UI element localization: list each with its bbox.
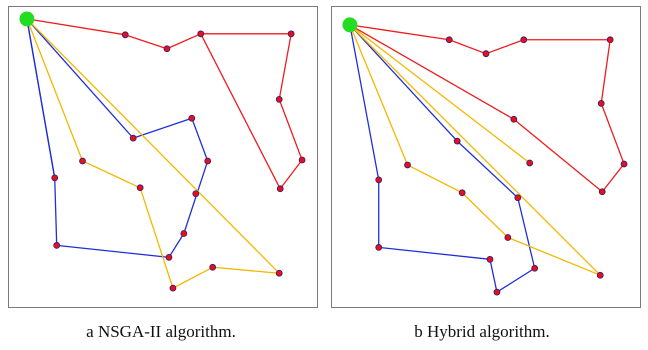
route-yellow-2	[26, 18, 280, 289]
customer-node	[404, 161, 411, 169]
customer-node	[165, 253, 173, 261]
route-plot-b-canvas	[342, 17, 628, 296]
customer-node	[375, 244, 383, 251]
route-blue-1	[349, 24, 536, 293]
customer-node	[204, 157, 212, 165]
customer-node	[79, 157, 86, 165]
customer-node	[169, 284, 177, 292]
customer-node	[136, 184, 144, 192]
route-blue-3	[26, 18, 56, 178]
customer-node	[482, 50, 490, 58]
customer-node	[192, 190, 200, 198]
customer-node	[510, 115, 518, 123]
customer-node	[493, 288, 501, 296]
customer-node	[606, 36, 614, 44]
customer-node	[298, 156, 306, 164]
customer-node	[504, 234, 512, 241]
customer-node	[287, 30, 295, 38]
customer-node	[458, 189, 466, 197]
caption-b: b Hybrid algorithm.	[414, 322, 550, 341]
route-yellow-2	[349, 24, 601, 276]
customer-node	[520, 36, 528, 44]
customer-node	[197, 30, 205, 38]
customer-node	[129, 134, 137, 142]
customer-node	[51, 174, 59, 182]
depot-node	[19, 11, 35, 27]
customer-node	[445, 36, 453, 44]
route-red-0	[349, 24, 625, 193]
customer-node	[620, 160, 628, 168]
caption-a: a NSGA-II algorithm.	[86, 322, 236, 341]
route-plot-b	[331, 6, 641, 308]
customer-node	[514, 194, 522, 202]
customer-node	[276, 185, 284, 193]
route-red-0	[26, 18, 303, 190]
customer-node	[121, 31, 129, 39]
route-yellow-3	[349, 24, 531, 164]
customer-node	[526, 159, 534, 167]
customer-node	[188, 114, 196, 122]
customer-node	[180, 230, 188, 237]
customer-node	[598, 188, 606, 196]
customer-node	[275, 96, 283, 103]
customer-node	[53, 242, 61, 249]
route-plot-a-canvas	[19, 11, 306, 292]
customer-node	[531, 264, 539, 272]
route-plot-a	[8, 6, 318, 308]
depot-node	[342, 17, 358, 33]
route-blue-1	[26, 18, 209, 258]
customer-node	[275, 269, 283, 277]
customer-node	[597, 99, 605, 107]
customer-node	[453, 137, 461, 145]
customer-node	[375, 176, 383, 184]
customer-node	[163, 45, 171, 53]
customer-node	[209, 263, 217, 271]
customer-node	[596, 271, 604, 279]
customer-node	[486, 255, 494, 263]
